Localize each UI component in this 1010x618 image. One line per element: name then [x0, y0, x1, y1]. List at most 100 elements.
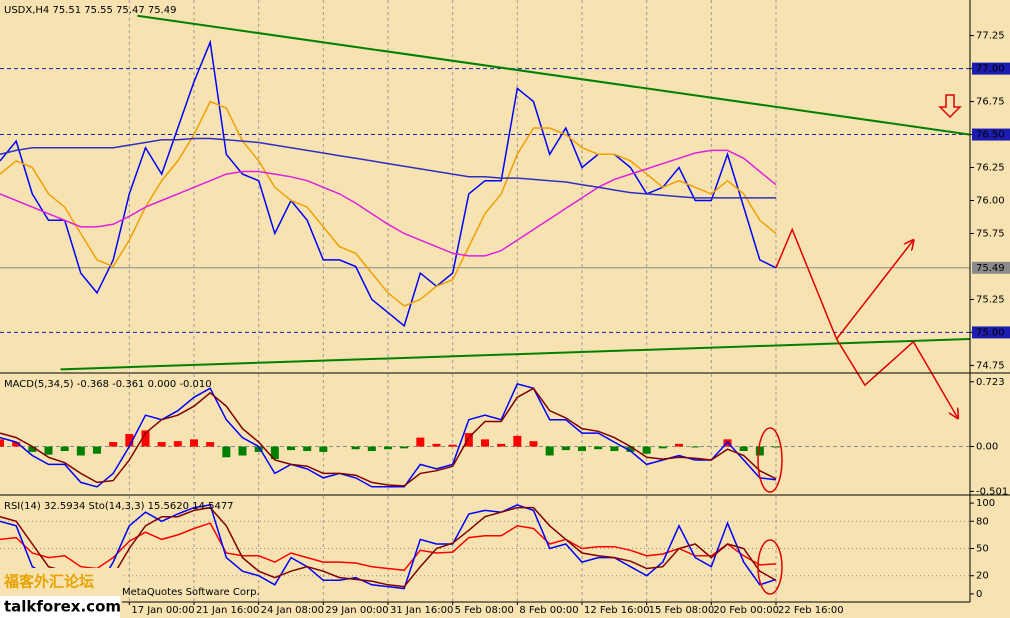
series-line — [0, 383, 777, 488]
histogram-bar — [0, 439, 4, 447]
x-tick-label: 8 Feb 00:00 — [519, 605, 578, 616]
histogram-bar — [578, 446, 586, 452]
histogram-bar — [464, 433, 473, 447]
last-price-label: 75.49 — [976, 263, 1005, 274]
panel-title: MACD(5,34,5) -0.368 -0.361 0.000 -0.010 — [4, 379, 212, 390]
histogram-bar — [60, 446, 69, 452]
histogram-bar — [481, 439, 489, 447]
histogram-bar — [594, 446, 603, 450]
trendline — [137, 14, 971, 136]
series-line — [0, 137, 776, 199]
histogram-bar — [448, 444, 457, 447]
histogram-bar — [125, 434, 134, 447]
y-tick-label: 77.25 — [976, 31, 1005, 42]
histogram-bar — [772, 446, 780, 448]
histogram-bar — [513, 435, 522, 447]
plot-layer — [0, 0, 974, 602]
watermark-site-bg — [0, 596, 120, 618]
histogram-bar — [497, 443, 506, 447]
y-tick-label: 74.75 — [976, 360, 1005, 371]
y-tick-label: -0.501 — [976, 486, 1008, 497]
histogram-bar — [222, 446, 231, 458]
watermark-name: 福客外汇论坛 — [3, 573, 94, 591]
x-tick-label: 24 Jan 08:00 — [261, 605, 324, 616]
x-tick-label: 12 Feb 16:00 — [584, 605, 650, 616]
histogram-bar — [691, 446, 700, 448]
histogram-bar — [658, 446, 667, 449]
y-tick-label: 75.00 — [976, 327, 1005, 338]
x-tick-label: 21 Jan 16:00 — [196, 605, 259, 616]
y-tick-label: 100 — [976, 498, 995, 509]
highlight-ellipse — [757, 539, 783, 595]
y-tick-label: 75.75 — [976, 228, 1005, 239]
histogram-bar — [12, 442, 21, 447]
histogram-bar — [432, 443, 441, 447]
histogram-bar — [238, 446, 247, 456]
histogram-bar — [545, 446, 554, 456]
histogram-bar — [44, 446, 53, 455]
x-tick-label: 5 Feb 08:00 — [455, 605, 514, 616]
x-tick-label: 22 Feb 16:00 — [778, 605, 844, 616]
down-arrow-icon — [938, 94, 962, 119]
histogram-bar — [109, 442, 118, 447]
histogram-bar — [755, 446, 764, 456]
histogram-bar — [287, 446, 295, 451]
level-label-box — [972, 62, 1010, 75]
histogram-bar — [561, 446, 570, 451]
histogram-bar — [141, 430, 150, 447]
series-line — [0, 100, 777, 307]
series-line — [0, 387, 777, 487]
histogram-bar — [367, 446, 376, 452]
highlight-ellipse — [757, 427, 783, 493]
x-tick-label: 31 Jan 16:00 — [390, 605, 453, 616]
histogram-bar — [319, 446, 328, 452]
histogram-bar — [254, 446, 263, 452]
histogram-bar — [190, 439, 198, 447]
forecast-line — [775, 227, 958, 419]
level-label-box — [972, 326, 1010, 339]
y-tick-label: 0.00 — [976, 442, 998, 453]
histogram-bar — [206, 442, 215, 447]
histogram-bar — [28, 446, 37, 452]
series-line — [0, 504, 777, 591]
panel-title: RSI(14) 32.5934 Sto(14,3,3) 15.5620 14.5… — [4, 501, 234, 512]
histogram-bar — [93, 446, 101, 454]
y-tick-label: 0.723 — [976, 377, 1005, 388]
histogram-bar — [642, 446, 651, 454]
histogram-bar — [157, 442, 166, 447]
y-tick-label: 77.00 — [976, 64, 1005, 75]
forecast-line — [836, 240, 914, 340]
histogram-bar — [626, 446, 635, 452]
histogram-bar — [675, 443, 683, 447]
x-tick-label: 29 Jan 00:00 — [325, 605, 388, 616]
histogram-bar — [76, 446, 85, 456]
histogram-bar — [270, 446, 279, 460]
level-label-box — [972, 128, 1010, 141]
histogram-bar — [351, 446, 360, 450]
y-tick-label: 76.75 — [976, 97, 1005, 108]
watermark-site: talkforex.com — [4, 598, 121, 616]
y-tick-label: 76.25 — [976, 163, 1005, 174]
y-tick-label: 76.00 — [976, 196, 1005, 207]
y-tick-label: 20 — [976, 571, 989, 582]
y-tick-label: 76.50 — [976, 130, 1005, 141]
x-tick-label: 15 Feb 08:00 — [649, 605, 715, 616]
last-price-box — [972, 261, 1010, 274]
histogram-bar — [384, 446, 392, 450]
y-tick-label: 50 — [976, 544, 989, 555]
y-tick-label: 0 — [976, 589, 982, 600]
histogram-bar — [416, 437, 425, 447]
histogram-bar — [529, 441, 538, 447]
series-line — [0, 506, 777, 588]
series-line — [0, 149, 777, 257]
copyright: MetaQuotes Software Corp. — [122, 587, 260, 598]
histogram-bar — [400, 446, 409, 449]
x-tick-label: 20 Feb 00:00 — [713, 605, 779, 616]
series-line — [0, 522, 777, 572]
histogram-bar — [173, 441, 182, 447]
histogram-bar — [610, 446, 619, 452]
histogram-bar — [739, 446, 748, 452]
y-tick-label: 80 — [976, 516, 989, 527]
